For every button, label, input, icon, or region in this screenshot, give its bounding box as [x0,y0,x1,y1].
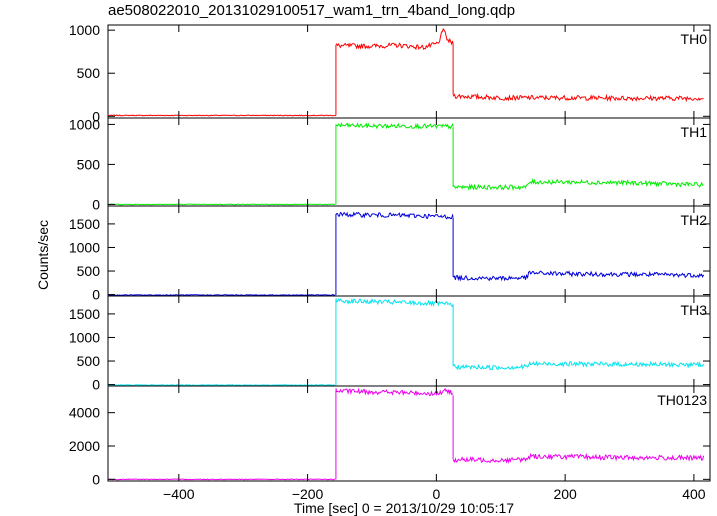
panel-th1: 0 500 1000 TH1 [69,116,711,212]
series-line-th0-1 [335,27,454,51]
y-tick-label: 4000 [69,405,100,421]
y-tick-label: 500 [77,156,101,172]
series-line-th1-1 [335,122,454,130]
series-line-th0123-2 [452,452,705,464]
y-tick-label: 1000 [69,329,100,345]
y-tick-label: 1500 [69,306,100,322]
y-axis-label: Counts/sec [35,220,51,290]
y-tick-label: 0 [92,471,100,487]
series-line-th0-2 [452,92,704,103]
series-line-th3-0 [107,384,336,386]
y-tick-label: 0 [92,108,100,124]
y-tick-label: 2000 [69,438,100,454]
series-line-th2-1 [335,211,454,220]
panel-name-label: TH3 [681,302,708,318]
panel-name-label: TH1 [681,124,708,140]
series-line-th2-0 [107,294,336,297]
x-tick-label: −200 [292,486,324,502]
x-tick-label: 400 [682,486,706,502]
series-line-th0123-1 [335,387,454,397]
series-line-th3-1 [335,297,454,307]
y-tick-label: 500 [77,353,101,369]
y-tick-label: 1000 [69,239,100,255]
panel-frame [107,385,711,482]
y-tick-label: 1000 [69,116,100,132]
panel-name-label: TH2 [681,212,708,228]
series-line-th1-2 [452,178,704,191]
y-tick-label: 1000 [69,22,100,38]
panel-th0123: 0 2000 4000 TH0123 [69,385,711,487]
y-tick-label: 0 [92,287,100,303]
x-axis-label: Time [sec] 0 = 2013/10/29 10:05:17 [294,500,514,516]
series-line-th1-0 [107,203,336,206]
y-tick-label: 500 [77,263,101,279]
y-tick-label: 0 [92,196,100,212]
panel-name-label: TH0123 [657,392,707,408]
panel-th0: 0 500 1000 TH0 [69,22,711,124]
series-line-th3-2 [452,360,705,371]
series-line-th0-0 [107,114,337,117]
x-tick-label: 0 [432,486,440,502]
panel-name-label: TH0 [681,31,708,47]
series-line-th2-2 [452,270,705,282]
panel-th2: 0 500 1000 1500 TH2 [69,205,711,303]
panel-frame [107,117,711,207]
panel-th3: 0 500 1000 1500 TH3 [69,295,711,393]
x-tick-label: −400 [163,486,195,502]
chart-title: ae508022010_20131029100517_wam1_trn_4ban… [108,2,516,19]
series-line-th0123-0 [108,478,336,481]
y-tick-label: 1500 [69,216,100,232]
x-tick-label: 200 [553,486,577,502]
panel-frame [107,205,711,297]
y-tick-label: 500 [77,65,101,81]
y-tick-label: 0 [92,377,100,393]
panel-frame [107,295,711,387]
panel-frame [107,24,711,119]
